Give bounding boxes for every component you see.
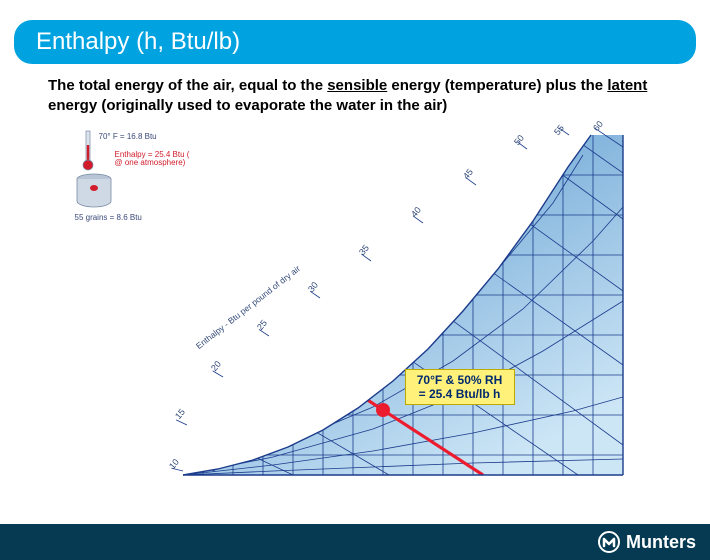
desc-post: energy (originally used to evaporate the… — [48, 97, 447, 114]
description: The total energy of the air, equal to th… — [0, 72, 710, 125]
jar-icon — [75, 173, 113, 209]
side-illustration: 70° F = 16.8 Btu Enthalpy = 25.4 Btu ( @… — [73, 129, 203, 221]
desc-u2: latent — [607, 77, 647, 94]
page-title: Enthalpy (h, Btu/lb) — [36, 28, 674, 56]
callout-line1: 70°F & 50% RH — [412, 373, 508, 387]
psychrometric-chart: 70° F = 16.8 Btu Enthalpy = 25.4 Btu ( @… — [73, 125, 638, 495]
enthalpy-small-label: Enthalpy = 25.4 Btu ( @ one atmosphere) — [115, 151, 200, 169]
grains-label: 55 grains = 8.6 Btu — [75, 213, 142, 222]
callout-box: 70°F & 50% RH = 25.4 Btu/lb h — [405, 369, 515, 406]
thermo-label: 70° F = 16.8 Btu — [99, 132, 157, 141]
brand-icon — [598, 531, 620, 553]
callout-line2: = 25.4 Btu/lb h — [412, 387, 508, 401]
brand: Munters — [598, 531, 696, 553]
title-bar: Enthalpy (h, Btu/lb) — [14, 20, 696, 64]
desc-mid: energy (temperature) plus the — [387, 77, 607, 94]
brand-text: Munters — [626, 532, 696, 553]
thermometer-icon — [81, 129, 95, 171]
desc-u1: sensible — [327, 77, 387, 94]
footer-bar: Munters — [0, 524, 710, 560]
desc-pre: The total energy of the air, equal to th… — [48, 77, 327, 94]
